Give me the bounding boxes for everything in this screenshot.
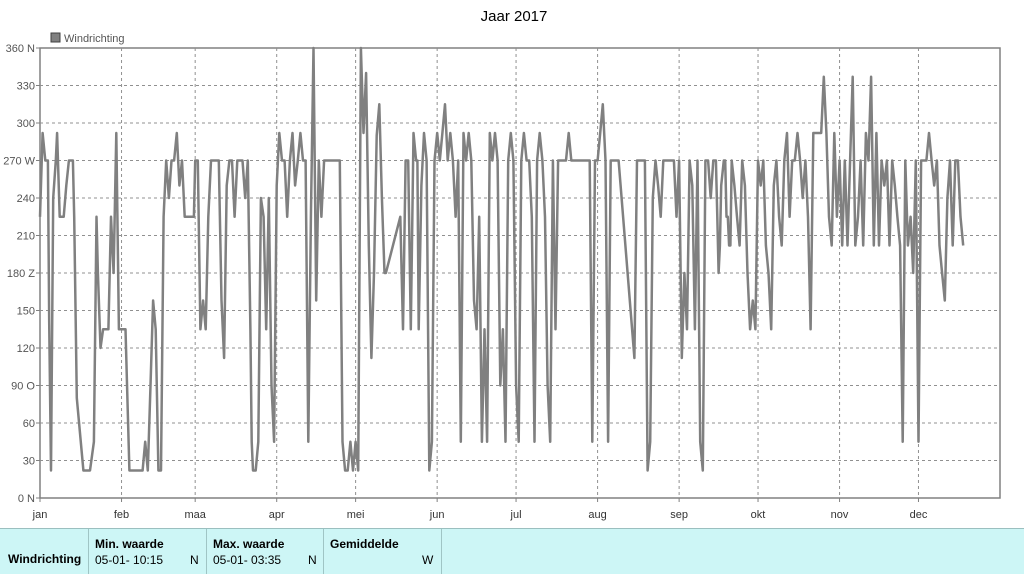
y-tick-label: 150 [17,306,35,318]
y-tick-label: 180 Z [7,268,35,280]
legend: Windrichting [50,32,125,45]
x-tick-label: jan [32,509,48,521]
chart-title: Jaar 2017 [481,8,548,25]
y-tick-label: 30 [23,456,35,468]
x-tick-label: jun [429,509,445,521]
y-axis: 0 N 30 60 90 O 120 150 180 Z 210 240 270 W 300 330 3… [3,43,40,505]
min-time: 05-01- 10:15 [95,553,164,567]
wind-direction-chart: Jaar 2017 Windrichting 0 N 30 60 90 O 120 150… [3,8,1001,521]
x-tick-label: feb [114,509,129,521]
y-tick-label: 210 [17,231,35,243]
y-tick-label: 120 [17,343,35,355]
avg-direction: W [422,553,434,567]
x-tick-label: aug [588,509,606,521]
avg-header: Gemiddelde [330,537,399,551]
max-time: 05-01- 03:35 [213,553,282,567]
series-group [38,46,965,472]
y-tick-label: 240 [17,193,35,205]
y-tick-label: 90 O [11,381,35,393]
y-tick-label: 270 W [3,156,35,168]
x-axis: jan feb maa apr mei jun jul aug sep okt nov dec [32,498,928,521]
x-tick-label: nov [831,509,849,521]
stats-panel: Windrichting Min. waarde 05-01- 10:15 N … [0,528,1024,574]
stats-avg-cell: Gemiddelde W [324,529,442,574]
max-direction: N [308,553,317,567]
y-tick-label: 330 [17,81,35,93]
y-tick-label: 360 N [6,43,35,55]
max-header: Max. waarde [213,537,285,551]
x-tick-label: okt [751,509,766,521]
min-header: Min. waarde [95,537,164,551]
min-direction: N [190,553,199,567]
x-tick-label: sep [670,509,688,521]
x-tick-label: dec [910,509,928,521]
stats-label-cell: Windrichting [0,529,89,574]
stats-min-cell: Min. waarde 05-01- 10:15 N [89,529,207,574]
y-tick-label: 0 N [18,493,35,505]
x-tick-label: maa [184,509,206,521]
legend-label: Windrichting [64,33,125,45]
legend-swatch [50,32,61,43]
series-line-windrichting [38,46,965,472]
y-tick-label: 60 [23,418,35,430]
y-tick-label: 300 [17,118,35,130]
stats-row-label: Windrichting [8,552,82,566]
x-tick-label: jul [510,509,522,521]
stats-max-cell: Max. waarde 05-01- 03:35 N [207,529,324,574]
x-tick-label: mei [347,509,365,521]
x-tick-label: apr [269,509,285,521]
